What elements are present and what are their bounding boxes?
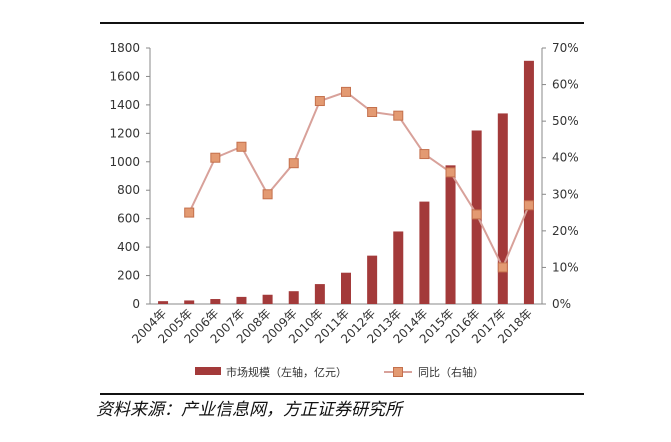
bar: [262, 294, 273, 304]
line-point: [471, 209, 482, 220]
line-point: [445, 167, 456, 178]
line-point: [367, 107, 378, 117]
line-point: [236, 141, 247, 152]
line-point: [314, 96, 325, 107]
legend-line-marker: [393, 367, 403, 377]
right-tick-label: 70%: [552, 41, 579, 55]
legend-bar-swatch: [195, 367, 221, 375]
right-tick-label: 50%: [552, 114, 579, 128]
line-point: [393, 110, 404, 121]
bar: [314, 284, 325, 304]
bar: [288, 291, 299, 304]
line-point: [419, 149, 430, 160]
bar: [158, 301, 169, 304]
left-tick-label: 1600: [109, 69, 140, 83]
left-tick-label: 1200: [109, 126, 140, 140]
left-tick-label: 1800: [109, 41, 140, 55]
left-tick-label: 1400: [109, 98, 140, 112]
bar: [210, 299, 221, 304]
bar: [445, 165, 456, 304]
line-point: [262, 189, 273, 200]
combo-chart: 0 200 400 600 800 1000 1200 1400 1600 1800 0% 10% 20…: [109, 41, 579, 379]
top-rule: [100, 22, 584, 24]
right-tick-label: 30%: [552, 187, 579, 201]
legend-bar-label: 市场规模（左轴，亿元）: [226, 365, 347, 379]
bar: [236, 296, 247, 304]
right-tick-label: 40%: [552, 151, 579, 165]
bar: [497, 113, 508, 304]
left-tick-label: 600: [117, 212, 140, 226]
right-tick-label: 10%: [552, 260, 579, 274]
right-tick-label: 0%: [552, 297, 571, 311]
line-point: [341, 86, 351, 97]
source-note: 资料来源：产业信息网，方正证券研究所: [96, 400, 402, 420]
series-line: [188, 90, 530, 270]
bar: [184, 300, 195, 304]
line-point: [288, 158, 299, 169]
bar: [523, 60, 534, 304]
bar: [341, 272, 351, 304]
line-point: [210, 152, 221, 163]
legend-line-label: 同比（右轴）: [418, 365, 484, 379]
right-tick-label: 60%: [552, 78, 579, 92]
left-tick-label: 1000: [109, 155, 140, 169]
bar: [393, 231, 404, 304]
left-tick-label: 800: [117, 183, 140, 197]
bottom-rule: [100, 393, 584, 395]
bar: [419, 201, 430, 304]
right-tick-label: 20%: [552, 224, 579, 238]
left-tick-label: 200: [117, 269, 140, 283]
line-point: [184, 207, 195, 218]
left-tick-label: 0: [132, 297, 140, 311]
line-point: [523, 200, 534, 211]
bar: [367, 255, 378, 304]
left-tick-label: 400: [117, 240, 140, 254]
line-point: [497, 262, 508, 273]
